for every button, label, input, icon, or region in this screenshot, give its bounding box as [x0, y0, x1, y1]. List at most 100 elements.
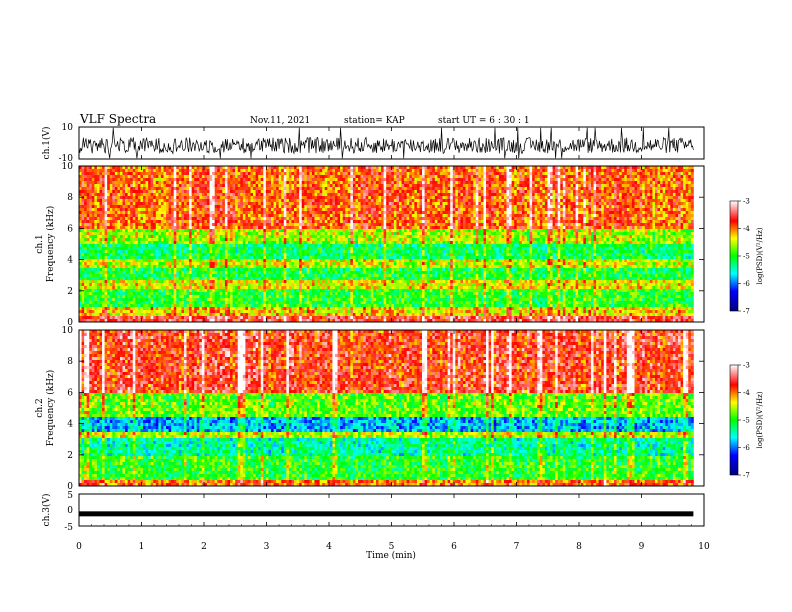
spectrogram-cell: [440, 223, 443, 226]
spectrogram-cell: [174, 172, 177, 175]
spectrogram-cell: [414, 199, 417, 202]
spectrogram-cell: [291, 190, 294, 193]
spectrogram-cell: [87, 196, 90, 199]
spectrogram-cell: [453, 199, 456, 202]
spectrogram-cell: [128, 169, 131, 172]
spectrogram-cell: [199, 175, 202, 178]
spectrogram-cell: [363, 187, 366, 190]
spectrogram-cell: [153, 190, 156, 193]
spectrogram-cell: [494, 199, 497, 202]
spectrogram-cell: [343, 199, 346, 202]
spectrogram-cell: [581, 202, 584, 205]
spectrogram-cell: [163, 181, 166, 184]
spectrogram-cell: [396, 169, 399, 172]
spectrogram-cell: [194, 196, 197, 199]
spectrogram-cell: [361, 205, 364, 208]
spectrogram-cell: [89, 196, 92, 199]
spectrogram-cell: [460, 205, 463, 208]
spectrogram-cell: [606, 181, 609, 184]
spectrogram-cell: [184, 184, 187, 187]
spectrogram-cell: [524, 217, 527, 220]
spectrogram-cell: [117, 166, 120, 169]
spectrogram-cell: [512, 193, 515, 196]
spectrogram-cell: [89, 226, 92, 229]
spectrogram-cell: [212, 193, 215, 196]
spectrogram-cell: [645, 217, 648, 220]
spectrogram-cell: [212, 226, 215, 229]
spectrogram-cell: [414, 178, 417, 181]
spectrogram-cell: [133, 205, 136, 208]
spectrogram-cell: [217, 190, 220, 193]
spectrogram-cell: [425, 175, 428, 178]
spectrogram-cell: [297, 223, 300, 226]
spectrogram-cell: [207, 202, 210, 205]
spectrogram-cell: [422, 178, 425, 181]
spectrogram-cell: [279, 184, 282, 187]
spectrogram-cell: [524, 187, 527, 190]
spectrogram-cell: [609, 172, 612, 175]
spectrogram-cell: [373, 172, 376, 175]
spectrogram-cell: [233, 169, 236, 172]
spectrogram-cell: [635, 211, 638, 214]
spectrogram-cell: [440, 169, 443, 172]
spectrogram-cell: [647, 169, 650, 172]
ch1-ytick-top: 10: [62, 123, 74, 133]
spectrogram-cell: [576, 172, 579, 175]
spectrogram-cell: [312, 175, 315, 178]
spectrogram-cell: [519, 190, 522, 193]
spectrogram-cell: [394, 208, 397, 211]
spectrogram-cell: [478, 208, 481, 211]
spectrogram-cell: [596, 181, 599, 184]
spectrogram-cell: [233, 187, 236, 190]
spectrogram-cell: [563, 193, 566, 196]
spectrogram-cell: [327, 214, 330, 217]
spectrogram-cell: [476, 211, 479, 214]
spectrogram-cell: [338, 181, 341, 184]
spectrogram-cell: [399, 190, 402, 193]
spectrogram-cell: [611, 217, 614, 220]
spectrogram-cell: [181, 211, 184, 214]
spectrogram-cell: [550, 208, 553, 211]
spectrogram-cell: [573, 166, 576, 169]
spectrogram-cell: [217, 196, 220, 199]
spectrogram-cell: [419, 190, 422, 193]
spectrogram-cell: [652, 175, 655, 178]
spectrogram-cell: [663, 175, 666, 178]
spectrogram-cell: [343, 217, 346, 220]
spectrogram-cell: [688, 184, 691, 187]
spectrogram-cell: [220, 208, 223, 211]
spectrogram-cell: [230, 226, 233, 229]
spectrogram-cell: [315, 184, 318, 187]
spectrogram-cell: [192, 223, 195, 226]
spectrogram-cell: [483, 172, 486, 175]
spectrogram-cell: [340, 205, 343, 208]
spectrogram-cell: [683, 205, 686, 208]
spectrogram-cell: [194, 220, 197, 223]
spectrogram-cell: [632, 211, 635, 214]
spectrogram-cell: [396, 181, 399, 184]
spectrogram-cell: [652, 199, 655, 202]
spectrogram-cell: [371, 181, 374, 184]
spectrogram-cell: [471, 193, 474, 196]
spectrogram-cell: [368, 196, 371, 199]
spectrogram-cell: [207, 193, 210, 196]
spectrogram-cell: [501, 205, 504, 208]
spectrogram-cell: [670, 220, 673, 223]
spectrogram-cell: [235, 205, 238, 208]
spectrogram-cell: [87, 223, 90, 226]
spectrogram-cell: [658, 175, 661, 178]
spectrogram-cell: [161, 199, 164, 202]
spectrogram-cell: [476, 181, 479, 184]
spectrogram-cell: [169, 211, 172, 214]
spectrogram-cell: [163, 178, 166, 181]
spectrogram-cell: [332, 190, 335, 193]
spectrogram-cell: [473, 226, 476, 229]
spectrogram-cell: [588, 181, 591, 184]
spectrogram-cell: [599, 193, 602, 196]
spectrogram-cell: [591, 223, 594, 226]
spectrogram-cell: [115, 166, 118, 169]
spectrogram-cell: [596, 199, 599, 202]
spectrogram-cell: [409, 184, 412, 187]
spectrogram-cell: [501, 187, 504, 190]
spectrogram-cell: [576, 190, 579, 193]
